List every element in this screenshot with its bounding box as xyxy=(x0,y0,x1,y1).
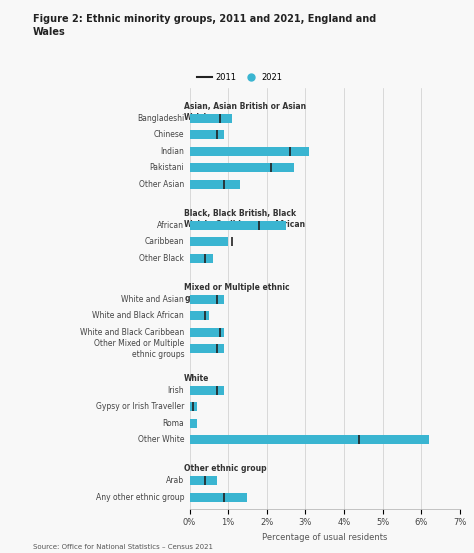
Bar xyxy=(190,402,197,411)
Bar xyxy=(190,493,247,502)
Text: Other White: Other White xyxy=(137,435,184,444)
Text: Other Black: Other Black xyxy=(139,254,184,263)
Bar xyxy=(190,476,217,486)
Text: Other Asian: Other Asian xyxy=(139,180,184,189)
Bar xyxy=(190,419,197,427)
Legend: 2011, 2021: 2011, 2021 xyxy=(194,70,286,85)
Bar xyxy=(190,254,213,263)
Bar xyxy=(190,328,224,337)
Text: Arab: Arab xyxy=(166,476,184,485)
Bar xyxy=(190,237,228,246)
Text: Other Mixed or Multiple
ethnic groups: Other Mixed or Multiple ethnic groups xyxy=(94,339,184,358)
Bar xyxy=(190,295,224,304)
Text: Caribbean: Caribbean xyxy=(145,237,184,246)
Bar xyxy=(190,163,294,172)
Text: White and Asian: White and Asian xyxy=(121,295,184,304)
Bar xyxy=(190,147,309,155)
Text: Figure 2: Ethnic minority groups, 2011 and 2021, England and
Wales: Figure 2: Ethnic minority groups, 2011 a… xyxy=(33,14,376,37)
Bar xyxy=(190,311,209,320)
Text: Other ethnic group: Other ethnic group xyxy=(184,465,267,473)
Text: Pakistani: Pakistani xyxy=(149,163,184,172)
X-axis label: Percentage of usual residents: Percentage of usual residents xyxy=(262,533,387,542)
Bar xyxy=(190,345,224,353)
Text: Mixed or Multiple ethnic
groups: Mixed or Multiple ethnic groups xyxy=(184,283,290,303)
Text: Asian, Asian British or Asian
Welsh: Asian, Asian British or Asian Welsh xyxy=(184,102,306,122)
Text: White and Black Caribbean: White and Black Caribbean xyxy=(80,328,184,337)
Bar xyxy=(190,113,232,123)
Bar xyxy=(190,221,286,230)
Text: Any other ethnic group: Any other ethnic group xyxy=(96,493,184,502)
Text: Indian: Indian xyxy=(160,147,184,155)
Bar xyxy=(190,180,240,189)
Text: Chinese: Chinese xyxy=(154,130,184,139)
Text: White: White xyxy=(184,374,210,383)
Bar xyxy=(190,385,224,395)
Text: African: African xyxy=(157,221,184,230)
Text: Black, Black British, Black
Welsh, Caribbean or African: Black, Black British, Black Welsh, Carib… xyxy=(184,209,305,229)
Text: Roma: Roma xyxy=(163,419,184,427)
Text: Irish: Irish xyxy=(168,385,184,395)
Bar xyxy=(190,435,429,444)
Bar xyxy=(190,130,224,139)
Text: Gypsy or Irish Traveller: Gypsy or Irish Traveller xyxy=(96,402,184,411)
Text: Bangladeshi: Bangladeshi xyxy=(137,114,184,123)
Text: Source: Office for National Statistics – Census 2021: Source: Office for National Statistics –… xyxy=(33,544,213,550)
Text: White and Black African: White and Black African xyxy=(92,311,184,320)
